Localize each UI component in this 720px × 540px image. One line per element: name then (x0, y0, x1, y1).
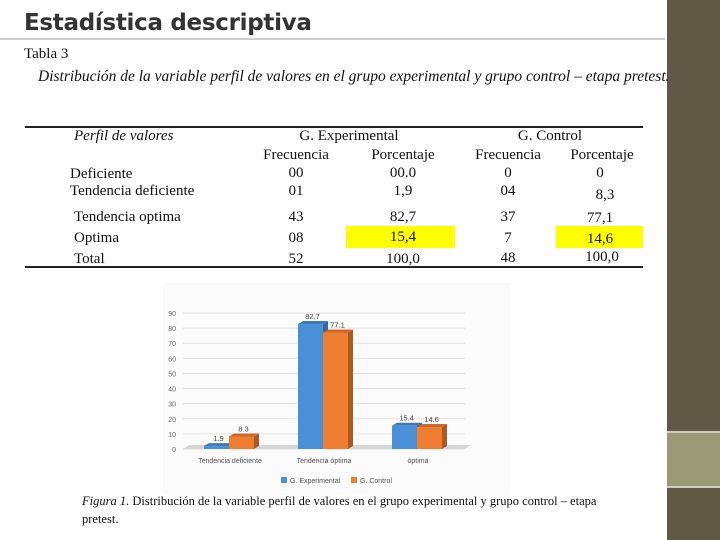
y-tick-label: 60 (168, 356, 176, 363)
bar-top (298, 321, 328, 325)
bar (298, 324, 323, 449)
ctrl-percentage: 77,1 (586, 210, 614, 226)
exp-percentage: 00.0 (389, 165, 417, 181)
table-subheader-pct: Porcentaje (570, 147, 634, 163)
bar-side (348, 329, 353, 449)
data-label: 8.3 (238, 424, 248, 433)
y-tick-label: 90 (168, 311, 176, 318)
bar (392, 425, 417, 449)
legend-label: G. Control (360, 478, 392, 485)
table-subheader-freq: Frecuencia (263, 147, 329, 163)
row-label: Tendencia deficiente (70, 183, 195, 199)
data-label: 15.4 (399, 414, 414, 423)
exp-percentage: 1,9 (393, 183, 413, 199)
ctrl-percentage: 100,0 (585, 249, 619, 265)
y-tick-label: 50 (168, 371, 176, 378)
ctrl-frequency: 48 (500, 250, 516, 266)
table-caption: Distribución de la variable perfil de va… (38, 68, 670, 85)
figure-caption-label: Figura 1. (82, 494, 130, 508)
y-tick-label: 40 (168, 387, 176, 394)
bar-side (254, 433, 259, 449)
bar-top (392, 422, 422, 426)
table-label: Tabla 3 (24, 46, 69, 62)
x-tick-label: Tendencia deficiente (198, 458, 262, 465)
legend-swatch (351, 477, 357, 483)
x-tick-label: óptima (407, 458, 428, 465)
data-label: 82.7 (305, 312, 320, 321)
bar-side (442, 423, 447, 449)
exp-frequency: 00 (288, 165, 304, 181)
y-tick-label: 70 (168, 341, 176, 348)
table-top-rule (25, 126, 643, 128)
bar (204, 446, 229, 449)
table-header-perfil: Perfil de valores (74, 128, 174, 144)
ctrl-frequency: 37 (500, 209, 516, 225)
y-tick-label: 20 (168, 417, 176, 424)
bar (323, 332, 348, 449)
decor-sidebar-middle (667, 432, 720, 487)
ctrl-frequency: 0 (504, 165, 512, 181)
bar-top (417, 423, 447, 427)
row-label: Optima (74, 230, 119, 246)
y-tick-label: 10 (168, 432, 176, 439)
table-header-ctrl: G. Control (517, 128, 583, 144)
ctrl-percentage: 0 (596, 165, 604, 181)
decor-sidebar-bottom (667, 487, 720, 540)
table-bottom-rule (25, 266, 643, 268)
exp-percentage: 82,7 (389, 209, 417, 225)
highlight-exp-optima (346, 226, 455, 248)
exp-percentage: 15,4 (389, 229, 417, 245)
decor-sidebar-divider (667, 486, 720, 488)
data-label: 14.6 (424, 415, 439, 424)
exp-frequency: 01 (288, 183, 304, 199)
y-tick-label: 30 (168, 402, 176, 409)
bar (229, 436, 254, 449)
decor-sidebar-top (667, 0, 720, 432)
exp-frequency: 43 (288, 209, 304, 225)
legend-label: G. Experimental (290, 478, 341, 485)
row-label: Tendencia optima (74, 209, 181, 225)
bar-top (229, 433, 259, 437)
bar (417, 426, 442, 449)
row-label: Total (74, 251, 105, 267)
data-label: 1.9 (213, 434, 223, 443)
bar-top (204, 443, 234, 447)
bar-chart: 0 10 20 30 40 50 60 70 80 90 1.9 8.3 Tendencia defic… (163, 283, 510, 495)
slide-title: Estadística descriptiva (24, 10, 312, 36)
row-label: Deficiente (70, 166, 133, 182)
table-subheader-pct: Porcentaje (371, 147, 435, 163)
legend-swatch (281, 477, 287, 483)
bar-top (323, 329, 353, 333)
table-header-exp: G. Experimental (299, 128, 399, 144)
decor-sidebar-divider (667, 431, 720, 433)
figure-caption-text: Distribución de la variable perfil de va… (82, 494, 597, 526)
title-divider (0, 38, 665, 40)
x-tick-label: Tendencia óptima (297, 458, 352, 465)
exp-frequency: 52 (288, 251, 304, 267)
figure-caption: Figura 1. Distribución de la variable pe… (82, 492, 612, 528)
exp-percentage: 100,0 (386, 251, 420, 267)
y-tick-label: 0 (172, 447, 176, 454)
ctrl-percentage: 8,3 (595, 187, 615, 203)
data-label: 77.1 (330, 320, 345, 329)
bar-chart-svg: 0 10 20 30 40 50 60 70 80 90 1.9 8.3 Tendencia defic… (168, 311, 471, 485)
ctrl-frequency: 7 (504, 230, 512, 246)
exp-frequency: 08 (288, 230, 304, 246)
table-subheader-freq: Frecuencia (475, 147, 541, 163)
ctrl-percentage: 14,6 (586, 231, 614, 247)
highlight-ctrl-optima (556, 226, 643, 248)
y-tick-label: 80 (168, 326, 176, 333)
ctrl-frequency: 04 (500, 183, 516, 199)
